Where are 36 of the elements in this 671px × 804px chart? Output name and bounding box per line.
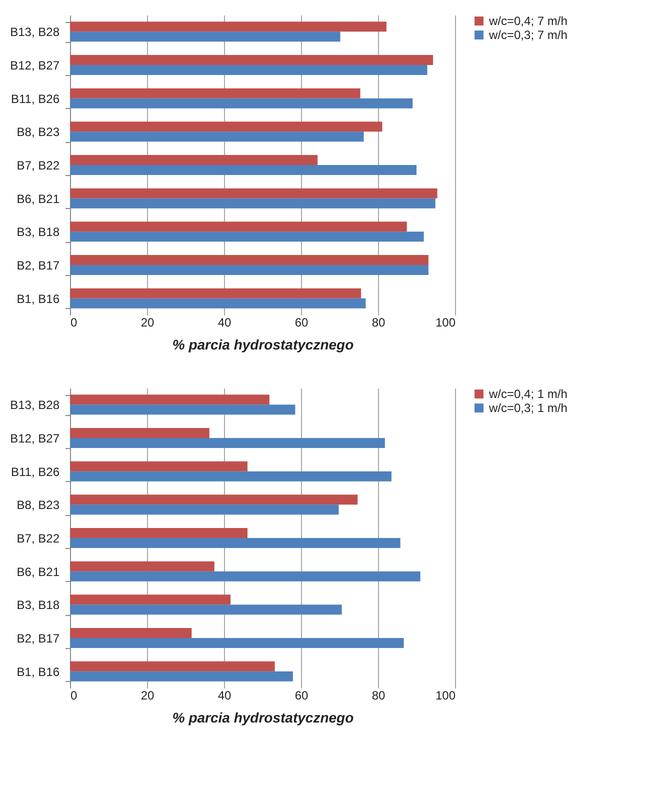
x-tick-label: 0 xyxy=(70,316,78,330)
x-axis-title: % parcia hydrostatycznego xyxy=(172,336,354,352)
x-tick-label: 60 xyxy=(294,316,308,330)
legend-label: w/c=0,3; 1 m/h xyxy=(488,401,568,415)
x-tick-label: 100 xyxy=(435,688,456,702)
y-tick-label: B1, B16 xyxy=(16,664,60,679)
x-tick-label: 80 xyxy=(372,688,386,702)
x-tick-label: 0 xyxy=(70,688,78,702)
y-tick-label: B3, B18 xyxy=(16,225,60,240)
y-tick-label: B8, B23 xyxy=(16,125,60,140)
y-tick-label: B13, B28 xyxy=(10,398,60,412)
y-tick-label: B6, B21 xyxy=(16,192,60,206)
y-tick-label: B2, B17 xyxy=(16,258,60,272)
x-tick-label: 20 xyxy=(140,316,154,330)
x-axis-title: % parcia hydrostatycznego xyxy=(172,710,354,726)
y-tick-label: B11, B26 xyxy=(11,464,60,479)
y-tick-label: B12, B27 xyxy=(10,432,60,446)
x-tick-label: 60 xyxy=(294,688,308,702)
y-tick-label: B2, B17 xyxy=(16,632,60,646)
y-tick-label: B7, B22 xyxy=(16,532,60,546)
y-tick-label: B7, B22 xyxy=(16,158,60,172)
y-tick-label: B3, B18 xyxy=(16,598,60,612)
x-tick-label: 20 xyxy=(140,688,154,702)
x-tick-label: 100 xyxy=(435,316,456,330)
y-tick-label: B13, B28 xyxy=(10,25,60,40)
legend-label: w/c=0,3; 7 m/h xyxy=(488,28,568,42)
y-tick-label: B1, B16 xyxy=(16,292,60,306)
y-tick-label: B8, B23 xyxy=(16,498,60,512)
y-tick-label: B6, B21 xyxy=(16,564,60,579)
legend-label: w/c=0,4; 1 m/h xyxy=(488,387,568,401)
x-tick-label: 40 xyxy=(218,688,232,702)
x-tick-label: 80 xyxy=(372,316,386,330)
y-tick-label: B12, B27 xyxy=(10,58,60,72)
y-tick-label: B11, B26 xyxy=(11,92,60,106)
legend-label: w/c=0,4; 7 m/h xyxy=(488,14,568,28)
x-tick-label: 40 xyxy=(218,316,232,330)
